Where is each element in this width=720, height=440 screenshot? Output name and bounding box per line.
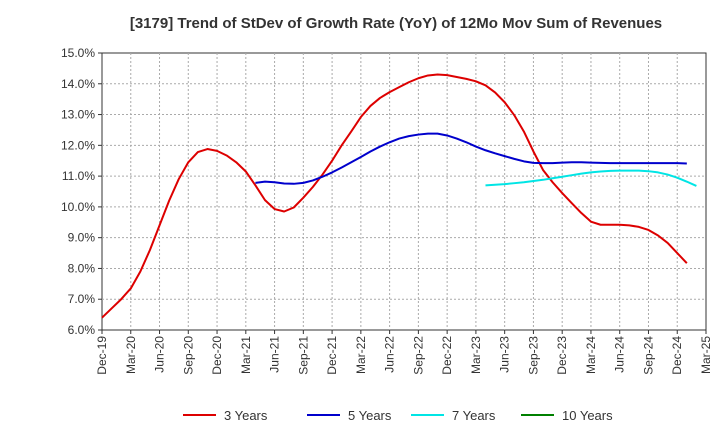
y-tick-label: 6.0% <box>68 323 96 337</box>
x-tick-label: Dec-20 <box>210 336 224 375</box>
legend-label: 10 Years <box>562 408 613 423</box>
plot-area <box>101 52 707 331</box>
series-line-7-years <box>485 169 697 187</box>
x-tick-label: Jun-21 <box>268 336 282 373</box>
y-tick-label: 10.0% <box>61 200 95 214</box>
y-tick-label: 7.0% <box>68 292 96 306</box>
x-tick-label: Sep-24 <box>641 336 655 375</box>
legend-label: 3 Years <box>224 408 268 423</box>
y-tick-label: 15.0% <box>61 46 95 60</box>
legend: 3 Years 5 Years 7 Years 10 Years <box>183 408 613 423</box>
x-tick-label: Sep-22 <box>411 336 425 375</box>
x-axis: Dec-19 Mar-20 Jun-20 Sep-20 Dec-20 Mar-21 Jun-… <box>95 330 713 375</box>
series-group <box>101 73 697 319</box>
x-tick-label: Mar-22 <box>354 336 368 374</box>
plot-frame <box>101 52 707 331</box>
x-tick-label: Sep-23 <box>526 336 540 375</box>
y-tick-label: 12.0% <box>61 138 95 152</box>
legend-label: 5 Years <box>348 408 392 423</box>
x-tick-label: Sep-20 <box>181 336 195 375</box>
x-tick-label: Mar-23 <box>469 336 483 374</box>
x-tick-label: Dec-21 <box>325 336 339 375</box>
y-tick-label: 13.0% <box>61 108 95 122</box>
legend-label: 7 Years <box>452 408 496 423</box>
y-axis: 6.0% 7.0% 8.0% 9.0% 10.0% 11.0% 12.0% 13.0% 14.0… <box>61 46 102 337</box>
y-tick-label: 9.0% <box>68 231 96 245</box>
x-tick-label: Mar-24 <box>584 336 598 374</box>
y-tick-label: 11.0% <box>62 169 95 183</box>
x-tick-label: Dec-22 <box>440 336 454 375</box>
x-tick-label: Jun-23 <box>498 336 512 373</box>
x-tick-label: Jun-22 <box>383 336 397 373</box>
x-tick-label: Mar-25 <box>699 336 713 374</box>
x-tick-label: Mar-21 <box>239 336 253 374</box>
x-tick-label: Mar-20 <box>124 336 138 374</box>
x-tick-label: Dec-23 <box>555 336 569 375</box>
series-line-3-years <box>101 73 688 319</box>
x-tick-label: Jun-24 <box>613 336 627 373</box>
x-tick-label: Dec-24 <box>670 336 684 375</box>
chart-title: [3179] Trend of StDev of Growth Rate (Yo… <box>130 15 662 32</box>
x-tick-label: Jun-20 <box>153 336 167 373</box>
y-tick-label: 14.0% <box>61 77 95 91</box>
series-line-5-years <box>255 132 687 185</box>
x-tick-label: Sep-21 <box>296 336 310 375</box>
y-tick-label: 8.0% <box>68 261 96 275</box>
x-tick-label: Dec-19 <box>95 336 109 375</box>
